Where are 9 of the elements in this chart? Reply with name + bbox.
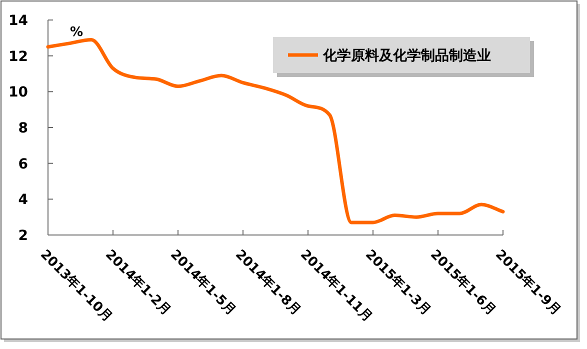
- y-tick-label: 6: [18, 156, 28, 172]
- legend-label: 化学原料及化学制品制造业: [322, 48, 491, 64]
- y-tick-label: 12: [8, 48, 28, 65]
- y-tick-label: 8: [18, 120, 28, 136]
- y-tick-label: 2: [18, 228, 28, 244]
- y-tick-label: 10: [8, 84, 28, 101]
- y-tick-label: 4: [18, 192, 28, 208]
- annotation: %: [70, 25, 84, 40]
- y-tick-label: 14: [8, 13, 28, 29]
